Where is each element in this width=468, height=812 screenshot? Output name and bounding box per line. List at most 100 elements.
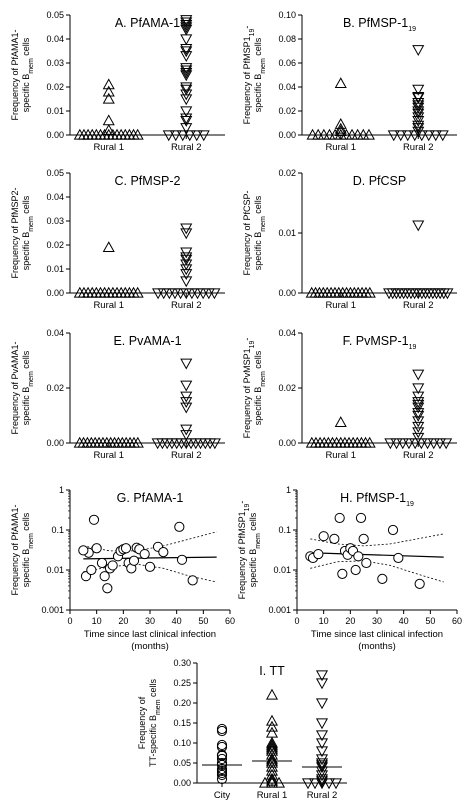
data-point-triangle-down bbox=[429, 130, 442, 142]
data-point-triangle-down bbox=[180, 252, 193, 264]
panel-title: H. PfMSP-119 bbox=[340, 491, 414, 508]
data-point-triangle-down bbox=[180, 51, 193, 63]
data-point-triangle-down bbox=[430, 288, 443, 300]
y-tick-label: 0.001 bbox=[41, 605, 64, 615]
x-axis-label-units: (months) bbox=[358, 641, 395, 652]
panel-title: B. PfMSP-119 bbox=[343, 16, 416, 33]
data-point-circle bbox=[414, 578, 425, 589]
label-text: B. PfMSP-1 bbox=[343, 16, 408, 30]
data-point-triangle-up bbox=[102, 241, 115, 253]
x-axis-label-units: (months) bbox=[131, 641, 168, 652]
data-point-triangle-down bbox=[315, 758, 329, 770]
y-tick-label: 0.02 bbox=[278, 106, 296, 116]
x-tick-label: 50 bbox=[198, 616, 208, 626]
data-point-circle bbox=[176, 554, 188, 565]
data-point-triangle-down bbox=[315, 670, 329, 682]
data-point-triangle-up bbox=[265, 756, 279, 768]
label-text: - bbox=[237, 501, 247, 504]
data-point-triangle-down bbox=[412, 100, 425, 112]
data-point-triangle-down bbox=[412, 108, 425, 120]
data-point-triangle-up bbox=[131, 128, 144, 140]
data-point-circle bbox=[174, 521, 185, 532]
confidence-band-lower bbox=[310, 560, 444, 583]
data-point-circle bbox=[329, 533, 340, 544]
label-text: specific B bbox=[253, 387, 263, 426]
label-text: Frequency of PvMSP1 bbox=[242, 348, 252, 438]
data-point-triangle-down bbox=[402, 438, 415, 450]
y-axis-label-line2: specific Bmem cells bbox=[253, 37, 267, 112]
y-tick-label: 0.01 bbox=[46, 565, 64, 575]
x-tick-label: Rural 2 bbox=[307, 790, 338, 801]
data-point-triangle-down bbox=[315, 730, 329, 742]
y-tick-label: 0.10 bbox=[173, 738, 191, 748]
label-text: G. PfAMA-1 bbox=[117, 491, 184, 505]
y-tick-label: 0.05 bbox=[46, 168, 64, 178]
label-text: Frequency of bbox=[137, 696, 147, 749]
y-axis-label-line1: Frequency of PfCSP- bbox=[242, 190, 252, 275]
y-axis-label-line1: Frequency of PfMSP2- bbox=[10, 187, 20, 278]
label-text: specific B bbox=[21, 232, 31, 271]
data-point-triangle-up bbox=[102, 85, 115, 97]
x-axis-label: Time since last clinical infection bbox=[311, 629, 443, 640]
data-point-triangle-down bbox=[436, 130, 449, 142]
data-point-circle bbox=[337, 568, 348, 579]
data-point-circle bbox=[318, 531, 329, 542]
data-point-triangle-down bbox=[180, 358, 193, 370]
data-point-triangle-down bbox=[412, 421, 425, 433]
data-point-triangle-up bbox=[340, 128, 353, 140]
data-point-triangle-down bbox=[180, 391, 193, 403]
data-point-circle bbox=[86, 564, 97, 576]
regression-line bbox=[310, 552, 444, 558]
label-text: - bbox=[242, 338, 252, 341]
label-text: Frequency of PfCSP- bbox=[242, 190, 252, 275]
y-tick-label: 0.1 bbox=[51, 525, 64, 535]
subscript-text: mem bbox=[28, 371, 35, 387]
y-tick-label: 0.04 bbox=[46, 34, 64, 44]
data-point-triangle-down bbox=[412, 399, 425, 411]
confidence-band-upper bbox=[310, 533, 444, 547]
data-point-circle bbox=[216, 753, 228, 765]
label-text: specific B bbox=[253, 232, 263, 271]
data-point-triangle-down bbox=[180, 43, 193, 55]
data-point-triangle-down bbox=[176, 130, 189, 142]
data-point-triangle-down bbox=[412, 120, 425, 132]
panel-title: I. TT bbox=[259, 664, 285, 678]
y-axis-label-line2: specific Bmem cells bbox=[21, 37, 35, 112]
data-point-circle bbox=[216, 723, 228, 735]
data-point-triangle-down bbox=[190, 130, 203, 142]
data-point-triangle-down bbox=[409, 438, 422, 450]
y-tick-label: 0.01 bbox=[46, 264, 64, 274]
label-text: cells bbox=[21, 195, 31, 216]
label-text: specific B bbox=[21, 74, 31, 113]
data-point-triangle-up bbox=[265, 740, 279, 752]
x-tick-label: Rural 2 bbox=[171, 300, 202, 311]
data-point-triangle-up bbox=[102, 114, 115, 126]
data-point-triangle-down bbox=[180, 380, 193, 392]
data-point-circle bbox=[377, 573, 388, 584]
x-tick-label: 40 bbox=[172, 616, 182, 626]
panel-title: F. PvMSP-119 bbox=[343, 334, 417, 351]
data-point-triangle-down bbox=[180, 34, 193, 46]
label-text: cells bbox=[253, 195, 263, 216]
data-point-triangle-down bbox=[180, 113, 193, 125]
data-point-triangle-up bbox=[102, 92, 115, 104]
subscript-text: 19 bbox=[249, 28, 256, 36]
y-axis-label-line1: Frequency of PvMSP119- bbox=[242, 338, 256, 439]
x-tick-label: City bbox=[214, 790, 231, 801]
y-tick-label: 0.20 bbox=[173, 698, 191, 708]
y-tick-label: 0.01 bbox=[278, 228, 296, 238]
panel-title: E. PvAMA-1 bbox=[113, 334, 181, 348]
data-point-triangle-down bbox=[440, 438, 453, 450]
data-point-triangle-up bbox=[351, 128, 364, 140]
subscript-text: 19 bbox=[409, 344, 417, 351]
data-point-triangle-down bbox=[390, 438, 403, 450]
data-point-triangle-down bbox=[315, 776, 329, 788]
data-point-triangle-down bbox=[387, 130, 400, 142]
label-text: Frequency of PfAMA1- bbox=[10, 504, 20, 595]
y-tick-label: 0.00 bbox=[46, 130, 64, 140]
subscript-text: mem bbox=[28, 216, 35, 232]
label-text: specific B bbox=[21, 387, 31, 426]
data-point-triangle-up bbox=[265, 768, 279, 780]
data-point-triangle-up bbox=[265, 748, 279, 760]
data-point-circle bbox=[355, 512, 367, 524]
